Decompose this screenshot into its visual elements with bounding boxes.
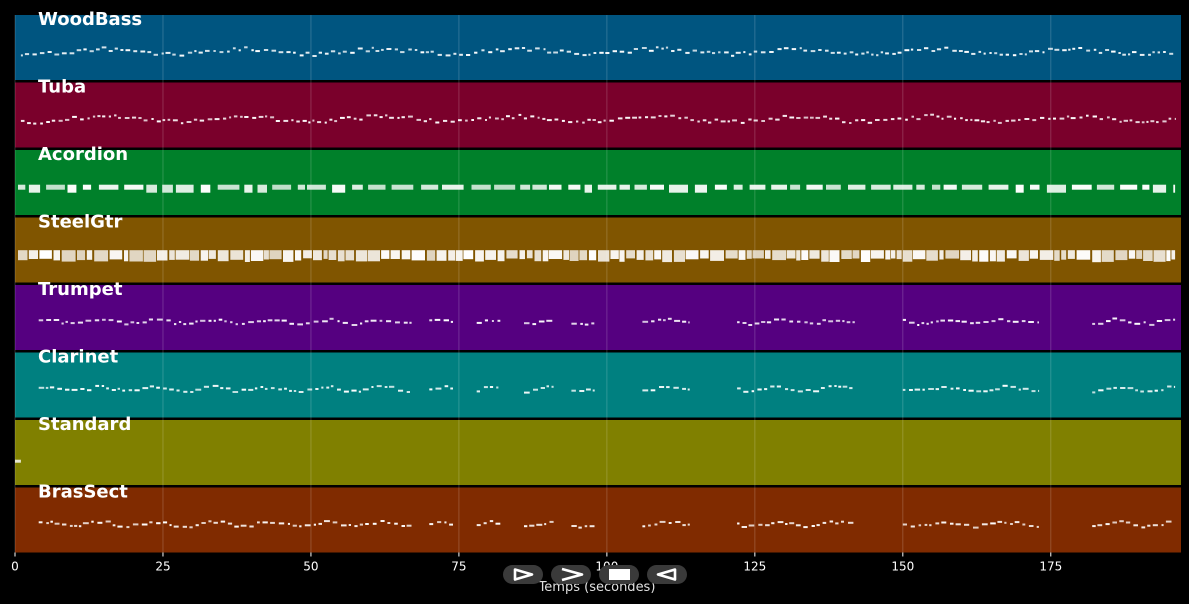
- track-label: SteelGtr: [38, 212, 123, 233]
- tick-label: 0: [11, 560, 19, 574]
- forward-icon: [561, 567, 584, 582]
- track-band: [15, 487, 1181, 553]
- track-steelgtr: [15, 217, 1181, 283]
- play-button[interactable]: [503, 565, 543, 584]
- tick-label: 50: [303, 560, 318, 574]
- track-woodbass: [15, 15, 1181, 80]
- note-group: [18, 184, 1176, 193]
- track-brassect: [15, 487, 1181, 553]
- note-group: [38, 384, 1176, 394]
- track-band: [15, 352, 1181, 418]
- track-label: Acordion: [38, 144, 128, 165]
- rewind-button[interactable]: [647, 565, 687, 584]
- track-label: Tuba: [38, 77, 86, 98]
- tick-label: 125: [743, 560, 766, 574]
- playback-controls: [503, 565, 687, 584]
- note-group: [38, 520, 1172, 529]
- track-standard: [15, 420, 1181, 485]
- stop-button[interactable]: [599, 565, 639, 584]
- track-label: Trumpet: [38, 279, 123, 300]
- track-band: [15, 420, 1181, 485]
- fast-forward-button[interactable]: [551, 565, 591, 584]
- play-icon: [513, 568, 534, 581]
- track-label: Clarinet: [38, 347, 119, 368]
- tick-label: 150: [891, 560, 914, 574]
- track-label: WoodBass: [38, 9, 142, 30]
- track-band: [15, 82, 1181, 148]
- note-group: [15, 459, 21, 463]
- track-band: [15, 217, 1181, 283]
- tick-label: 25: [155, 560, 170, 574]
- track-tuba: [15, 82, 1181, 148]
- note-group: [18, 250, 1176, 263]
- track-label: BrasSect: [38, 482, 128, 503]
- note-group: [38, 317, 1176, 326]
- track-clarinet: [15, 352, 1181, 418]
- rewind-icon: [656, 568, 677, 581]
- stop-icon: [609, 569, 630, 580]
- tick-label: 175: [1039, 560, 1062, 574]
- labels-layer: WoodBass Tuba Acordion SteelGtr Trumpet Clari…: [38, 9, 142, 503]
- tracks-layer: [15, 15, 1181, 553]
- track-band: [15, 285, 1181, 350]
- note-group: [20, 113, 1176, 125]
- track-band: [15, 150, 1181, 215]
- track-acordion: [15, 150, 1181, 215]
- track-label: Standard: [38, 414, 131, 435]
- track-trumpet: [15, 285, 1181, 350]
- grid-layer: [14, 15, 1052, 553]
- note-group: [20, 46, 1174, 57]
- tick-label: 75: [451, 560, 466, 574]
- track-band: [15, 15, 1181, 80]
